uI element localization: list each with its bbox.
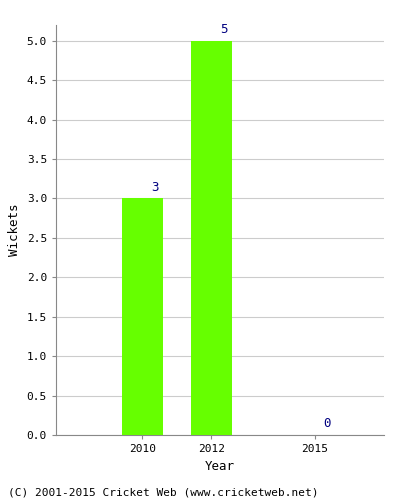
Bar [191, 41, 232, 435]
Text: 5: 5 [220, 23, 228, 36]
Y-axis label: Wickets: Wickets [8, 204, 21, 256]
Bar [122, 198, 163, 435]
Text: 3: 3 [151, 180, 158, 194]
X-axis label: Year: Year [205, 460, 235, 472]
Text: (C) 2001-2015 Cricket Web (www.cricketweb.net): (C) 2001-2015 Cricket Web (www.cricketwe… [8, 488, 318, 498]
Text: 0: 0 [324, 418, 331, 430]
